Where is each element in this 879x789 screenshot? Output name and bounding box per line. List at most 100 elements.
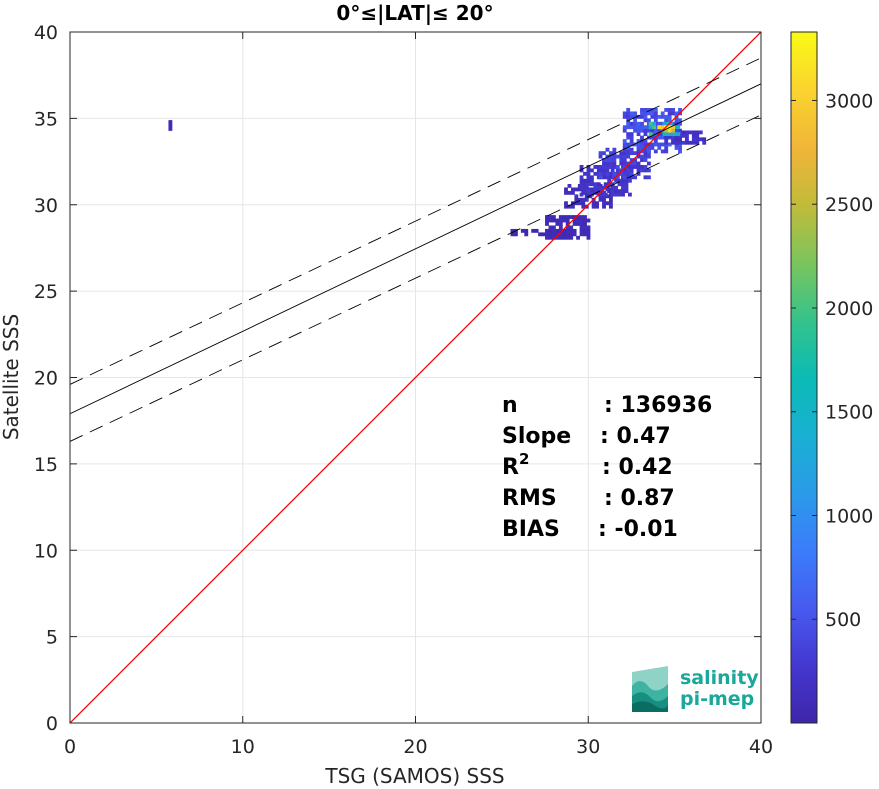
density-cell — [608, 154, 613, 159]
y-tick-label: 0 — [46, 713, 58, 735]
density-cell — [629, 114, 634, 119]
density-cell — [681, 133, 686, 138]
density-cell — [558, 215, 563, 219]
density-cell — [586, 171, 591, 176]
density-cell — [593, 189, 598, 194]
density-cell — [603, 182, 608, 187]
density-cell — [608, 165, 613, 169]
colorbar-tick-label: 2000 — [825, 298, 873, 320]
one-to-one-line — [70, 32, 761, 723]
density-cell — [646, 149, 651, 154]
density-cell — [629, 139, 634, 143]
density-cell — [667, 142, 672, 147]
density-cell — [598, 154, 603, 159]
density-cell — [643, 142, 648, 147]
density-cell — [678, 149, 682, 154]
density-cell — [619, 161, 624, 166]
density-cell — [569, 215, 574, 219]
density-cell — [688, 140, 693, 145]
colorbar-ticks: 500 1000 1500 2000 2500 3000 — [791, 90, 873, 631]
density-cell — [622, 154, 627, 159]
density-cell — [562, 235, 567, 240]
density-cell — [622, 146, 627, 150]
density-cell — [567, 204, 572, 209]
density-cell — [629, 168, 634, 173]
density-cell — [610, 182, 615, 187]
density-cell — [622, 128, 627, 133]
density-cell — [633, 121, 638, 126]
density-cell — [579, 185, 584, 190]
density-cell — [671, 125, 676, 130]
density-cell — [657, 125, 662, 130]
density-cell — [562, 232, 567, 237]
density-cell — [589, 178, 594, 183]
density-cell — [664, 114, 669, 119]
density-cell — [569, 235, 574, 240]
density-cell — [562, 215, 567, 219]
density-cell — [586, 175, 591, 180]
density-cell — [621, 178, 625, 183]
colorbar-tick-label: 1500 — [825, 402, 873, 424]
density-cell — [629, 121, 634, 126]
density-cell — [691, 133, 696, 138]
density-cell — [671, 128, 676, 133]
density-cell — [510, 232, 515, 237]
density-cell — [581, 204, 586, 209]
density-cell — [608, 151, 613, 156]
density-cell — [593, 171, 598, 176]
density-cell — [586, 189, 591, 194]
density-cell — [684, 140, 689, 145]
density-cell — [653, 139, 658, 143]
density-cell — [695, 140, 700, 145]
x-axis-label: TSG (SAMOS) SSS — [324, 764, 504, 788]
density-cell — [524, 228, 529, 233]
density-cell — [629, 142, 634, 147]
density-cell — [664, 140, 669, 145]
density-cell — [608, 204, 613, 209]
density-cell — [643, 125, 648, 130]
density-cell — [562, 218, 567, 223]
density-cell — [570, 190, 575, 195]
density-cell — [531, 228, 536, 233]
density-cell — [579, 175, 584, 180]
density-cell — [574, 194, 579, 199]
density-cell — [555, 228, 560, 233]
density-cell — [643, 168, 648, 173]
x-tick-label: 40 — [749, 736, 773, 758]
density-cell — [629, 135, 634, 140]
density-cell — [667, 128, 672, 133]
density-cell — [691, 130, 696, 135]
density-cell — [674, 128, 679, 133]
density-cell — [593, 165, 598, 169]
density-cell — [662, 121, 667, 126]
density-cell — [678, 137, 682, 142]
density-cell — [591, 201, 596, 206]
density-cell — [541, 232, 546, 237]
density-cell — [640, 142, 644, 147]
density-cell — [614, 185, 619, 190]
density-cell — [581, 197, 586, 202]
density-cell — [640, 111, 644, 116]
density-cell — [643, 114, 648, 119]
density-cell — [586, 225, 591, 230]
density-cell — [633, 165, 638, 169]
density-cell — [691, 140, 696, 145]
density-cell — [579, 228, 584, 233]
density-cell — [626, 111, 631, 116]
density-cell — [545, 228, 549, 233]
density-cell — [653, 128, 658, 133]
density-cell — [684, 133, 689, 138]
density-cell — [624, 182, 629, 187]
density-cell — [640, 125, 644, 130]
density-cell — [579, 192, 584, 197]
density-cell — [636, 121, 641, 126]
density-cell — [636, 146, 641, 150]
density-cell — [691, 137, 696, 142]
density-cell — [602, 158, 606, 162]
density-cell — [629, 111, 634, 116]
density-cell — [548, 218, 553, 223]
density-cell — [629, 175, 634, 180]
density-cell — [595, 204, 600, 209]
density-cell — [674, 118, 679, 123]
